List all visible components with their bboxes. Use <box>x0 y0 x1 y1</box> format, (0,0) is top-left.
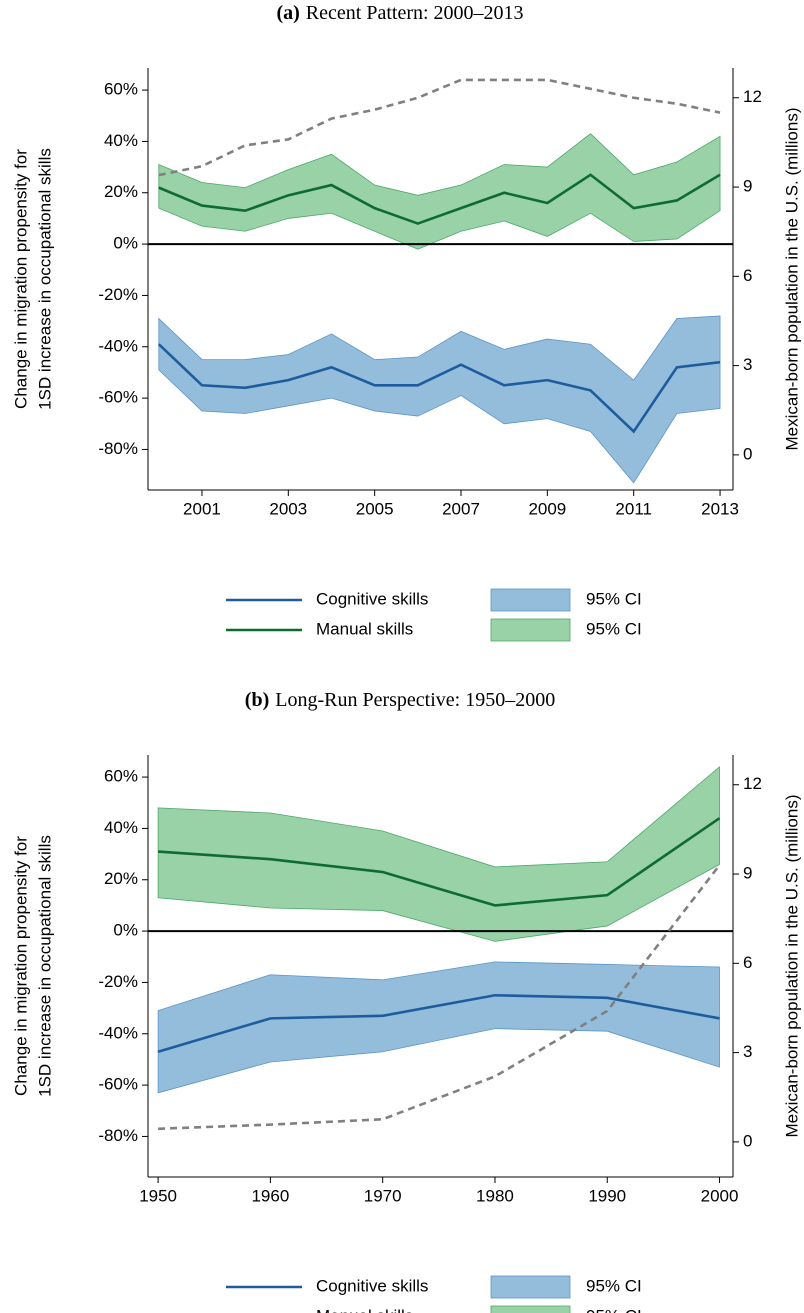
y2-tick-label: 3 <box>743 355 752 374</box>
x-tick-label: 2013 <box>701 499 739 518</box>
legend-label: Manual skills <box>316 1306 413 1313</box>
y2-axis-title: Mexican-born population in the U.S. (mil… <box>782 108 801 451</box>
ci-band <box>158 133 721 250</box>
y2-tick-label: 12 <box>743 87 762 106</box>
y2-tick-label: 0 <box>743 444 752 463</box>
x-tick-label: 1980 <box>476 1186 514 1205</box>
y-axis-title: 1SD increase in occupational skills <box>35 835 54 1097</box>
panel-label: (b) <box>245 689 269 711</box>
legend-label: 95% CI <box>586 1306 642 1313</box>
y-tick-label: 40% <box>104 818 138 837</box>
y2-tick-label: 12 <box>743 774 762 793</box>
ci-band <box>157 961 720 1094</box>
panel-title: (b) Long-Run Perspective: 1950–2000 <box>245 689 555 711</box>
series-line <box>157 993 720 1053</box>
population-line <box>158 78 721 177</box>
legend-swatch <box>490 588 571 612</box>
x-tick-label: 1960 <box>251 1186 289 1205</box>
y-tick-label: 20% <box>104 182 138 201</box>
x-tick-label: 2005 <box>356 499 394 518</box>
y2-tick-label: 6 <box>743 953 752 972</box>
legend-swatch <box>490 1275 571 1299</box>
legend-label: Cognitive skills <box>316 1276 428 1295</box>
legend-swatch <box>490 1305 571 1313</box>
y-tick-label: -20% <box>98 972 138 991</box>
y2-tick-label: 9 <box>743 864 752 883</box>
series-line <box>158 817 721 907</box>
panel: (b) Long-Run Perspective: 1950–2000 -80% -6… <box>11 689 801 1313</box>
legend-swatch <box>490 618 571 642</box>
panel: (a) Recent Pattern: 2000–2013 -80% -60% -40%… <box>11 2 801 642</box>
panel-title-text: Recent Pattern: 2000–2013 <box>306 2 524 24</box>
legend-label: 95% CI <box>586 589 642 608</box>
legend-label: Manual skills <box>316 619 413 638</box>
panel-title-text: Long-Run Perspective: 1950–2000 <box>275 689 555 711</box>
y-tick-label: -60% <box>98 388 138 407</box>
ci-band <box>158 315 721 484</box>
y-tick-label: -80% <box>98 439 138 458</box>
ci-band <box>157 765 720 942</box>
y2-tick-label: 9 <box>743 177 752 196</box>
x-tick-label: 1990 <box>588 1186 626 1205</box>
panel-title: (a) Recent Pattern: 2000–2013 <box>276 2 523 24</box>
panel-label: (a) <box>276 2 299 24</box>
x-tick-label: 2000 <box>701 1186 739 1205</box>
series-line <box>157 343 721 434</box>
y-tick-label: -40% <box>98 1023 138 1042</box>
x-tick-label: 2011 <box>615 499 652 518</box>
legend-label: 95% CI <box>586 619 642 638</box>
y-axis-title: Change in migration propensity for <box>11 149 30 409</box>
population-line <box>158 864 721 1131</box>
y-tick-label: 60% <box>104 80 138 99</box>
y-tick-label: 0% <box>113 921 138 940</box>
y-tick-label: 60% <box>104 767 138 786</box>
y-tick-label: 20% <box>104 869 138 888</box>
y-tick-label: -20% <box>98 285 138 304</box>
x-tick-label: 2001 <box>183 499 221 518</box>
y-tick-label: -80% <box>98 1126 138 1145</box>
y-tick-label: -60% <box>98 1075 138 1094</box>
y2-tick-label: 0 <box>743 1131 752 1150</box>
y2-tick-label: 3 <box>743 1042 752 1061</box>
series-line <box>158 173 721 225</box>
x-tick-label: 2003 <box>269 499 307 518</box>
x-tick-label: 2007 <box>442 499 480 518</box>
y2-axis-title: Mexican-born population in the U.S. (mil… <box>782 795 801 1138</box>
x-tick-label: 2009 <box>528 499 566 518</box>
y-axis-title: 1SD increase in occupational skills <box>35 148 54 410</box>
y-tick-label: -40% <box>98 336 138 355</box>
legend-label: 95% CI <box>586 1276 642 1295</box>
y-axis-title: Change in migration propensity for <box>11 836 30 1096</box>
y-tick-label: 0% <box>113 234 138 253</box>
legend-label: Cognitive skills <box>316 589 428 608</box>
x-tick-label: 1970 <box>364 1186 402 1205</box>
y-tick-label: 40% <box>104 131 138 150</box>
y2-tick-label: 6 <box>743 266 752 285</box>
x-tick-label: 1950 <box>139 1186 177 1205</box>
